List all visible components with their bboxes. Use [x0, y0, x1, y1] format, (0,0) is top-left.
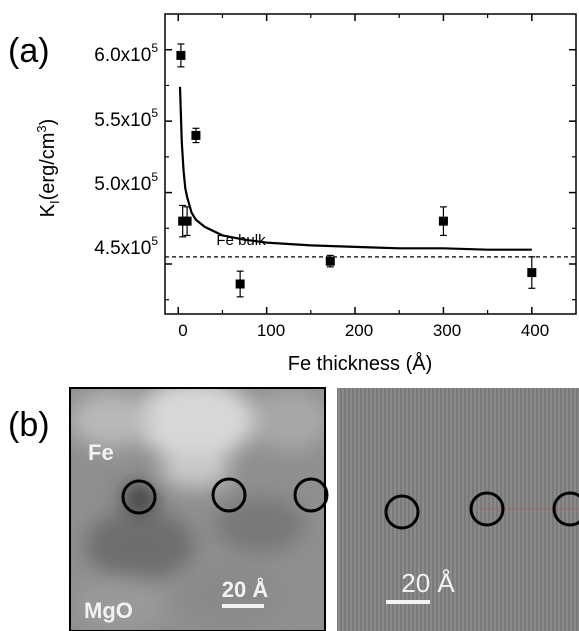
y-tick-label: 4.5x105 [94, 234, 158, 259]
plot-frame [164, 13, 577, 315]
x-axis-label: Fe thickness (Å) [288, 352, 432, 375]
x-tick-label: 0 [178, 321, 187, 340]
data-points [176, 43, 537, 298]
interface-marker-circle [121, 479, 157, 515]
data-point [325, 256, 335, 266]
x-tick-label: 400 [521, 321, 549, 340]
interface-marker-circle [469, 491, 505, 527]
x-tick-label: 100 [257, 321, 285, 340]
tem-image-right: 20 Å [337, 388, 579, 631]
y-tick-labels: 4.5x105 5.0x105 5.5x105 6.0x105 [94, 41, 158, 259]
tem-left-fe-label: Fe [88, 440, 114, 465]
data-point [438, 216, 448, 226]
data-point [235, 279, 245, 289]
panel-b-label: (b) [8, 406, 50, 444]
panel-b: (b) Fe MgO 20 Å [8, 387, 579, 631]
interface-marker-circle [384, 494, 420, 530]
data-point [527, 268, 537, 278]
panel-a-label: (a) [8, 32, 50, 70]
data-point [191, 130, 201, 140]
tem-right-scale-bar [386, 600, 430, 604]
tem-right-scale-label: 20 Å [401, 568, 455, 598]
x-tick-label: 300 [433, 321, 461, 340]
interface-marker-circle [211, 477, 247, 513]
tem-image-left: Fe MgO 20 Å [69, 387, 329, 631]
y-axis-label: KI(erg/cm3) [34, 119, 62, 218]
data-point [176, 50, 186, 60]
fit-curve [178, 86, 532, 251]
y-tick-label: 5.0x105 [94, 170, 158, 195]
interface-marker-circle [293, 477, 329, 513]
data-point [182, 216, 192, 226]
y-tick-label: 5.5x105 [94, 106, 158, 131]
tem-left-scale-bar [222, 604, 264, 608]
y-tick-label: 6.0x105 [94, 41, 158, 66]
tem-left-mgo-label: MgO [84, 598, 133, 623]
x-tick-label: 200 [345, 321, 373, 340]
axis-ticks [165, 14, 576, 314]
tem-left-scale-label: 20 Å [222, 576, 269, 602]
panel-a: (a) 0 100 200 300 400 4.5x105 5.0x105 5.… [8, 13, 577, 375]
interface-marker-circle [552, 491, 579, 527]
x-tick-labels: 0 100 200 300 400 [178, 321, 549, 340]
